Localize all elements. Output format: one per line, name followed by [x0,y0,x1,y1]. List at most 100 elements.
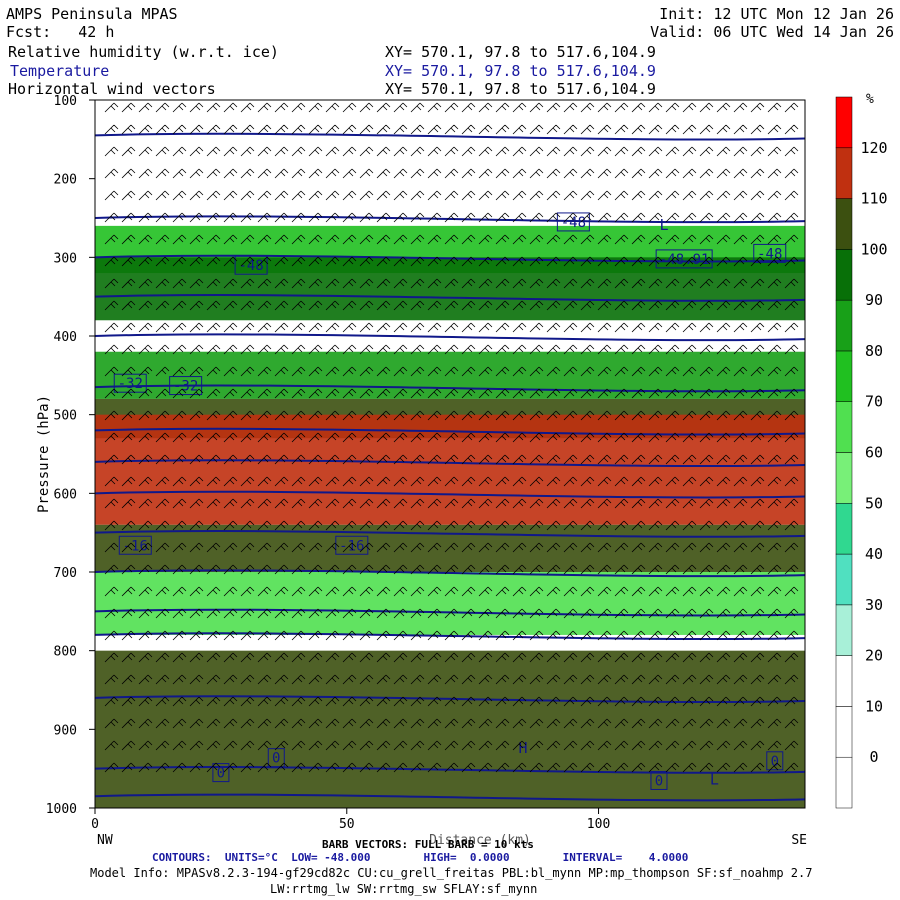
wind-barb-344 [376,278,391,289]
wind-barb-460 [257,344,272,355]
wind-barb-1017 [665,630,680,641]
wind-barb-805 [546,520,561,531]
wind-barb-1054 [597,652,612,663]
wind-barb-450 [784,322,799,333]
wind-barb-744 [206,498,221,509]
wind-barb-886 [529,564,544,575]
wind-barb-161 [750,168,765,179]
wind-barb-1088 [478,674,493,685]
wind-barb-35 [699,102,714,113]
contour-label-3: -48.91 [659,252,710,268]
wind-barb-517 [529,366,544,377]
wind-barb-363 [699,278,714,289]
wind-barb-446 [716,322,731,333]
wind-barb-877 [376,564,391,575]
wind-barb-29 [597,102,612,113]
wind-barb-1224 [699,740,714,751]
wind-barb-618 [155,432,170,443]
wind-barb-182 [410,190,425,201]
wind-barb-1263 [665,762,680,773]
wind-barb-55 [342,124,357,135]
wind-barb-285 [767,234,782,245]
wind-barb-1265 [699,762,714,773]
wind-barb-1064 [767,652,782,663]
wind-barb-845 [529,542,544,553]
wind-barb-190 [546,190,561,201]
wind-barb-1060 [699,652,714,663]
wind-barb-937 [699,586,714,597]
wind-barb-494 [138,366,153,377]
contour-label-10: 0 [655,773,663,789]
plot-frame [94,99,806,809]
wind-barb-430 [444,322,459,333]
wind-barb-627 [308,432,323,443]
wind-barb-755 [393,498,408,509]
wind-barb-1245 [359,762,374,773]
wind-barb-429 [427,322,442,333]
wind-barb-212 [223,212,238,223]
wind-barb-1174 [546,718,561,729]
wind-barb-426 [376,322,391,333]
wind-barb-934 [648,586,663,597]
wind-barb-321 [682,256,697,267]
wind-barb-996 [308,630,323,641]
wind-barb-532 [784,366,799,377]
wind-barb-33 [665,102,680,113]
wind-barb-237 [648,212,663,223]
wind-barb-346 [410,278,425,289]
wind-barb-784 [189,520,204,531]
colorbar-swatch-5 [835,503,853,555]
wind-barb-170 [206,190,221,201]
wind-barb-1255 [529,762,544,773]
wind-barb-658 [138,454,153,465]
wind-barb-316 [597,256,612,267]
wind-barb-800 [461,520,476,531]
wind-barb-132 [257,168,272,179]
wind-barb-376 [223,300,238,311]
wind-barb-929 [563,586,578,597]
colorbar-label-4: 40 [865,545,883,563]
wind-barb-471 [444,344,459,355]
wind-barb-485 [682,344,697,355]
contour-label-box-4 [113,373,147,393]
wind-barb-898 [733,564,748,575]
wind-barb-396 [563,300,578,311]
wind-barb-577 [155,410,170,421]
wind-barb-333 [189,278,204,289]
wind-barb-652 [733,432,748,443]
wind-barb-375 [206,300,221,311]
wind-barb-390 [461,300,476,311]
wind-barb-1225 [716,740,731,751]
wind-barb-1167 [427,718,442,729]
wind-barb-619 [172,432,187,443]
field-xy-temperature: XY= 570.1, 97.8 to 517.6,104.9 [385,62,656,80]
y-tick-label-2: 300 [54,251,77,266]
wind-barb-771 [665,498,680,509]
wind-barb-1197 [240,740,255,751]
wind-barb-292 [189,256,204,267]
wind-barb-1250 [444,762,459,773]
wind-barb-793 [342,520,357,531]
wind-barb-202 [750,190,765,201]
wind-barb-1038 [325,652,340,663]
wind-barb-1132 [529,696,544,707]
extremum-marker-0: L [659,216,668,234]
wind-barb-925 [495,586,510,597]
wind-barb-1123 [376,696,391,707]
wind-barb-391 [478,300,493,311]
wind-barb-109 [563,146,578,157]
wind-barb-42 [121,124,136,135]
wind-barb-136 [325,168,340,179]
wind-barb-717 [444,476,459,487]
wind-barb-728 [631,476,646,487]
wind-barb-930 [580,586,595,597]
wind-barb-82 [104,146,119,157]
wind-barb-1117 [274,696,289,707]
contour-label-0: -48 [561,215,586,231]
wind-barb-1070 [172,674,187,685]
wind-barb-869 [240,564,255,575]
wind-barb-469 [410,344,425,355]
wind-barb-1050 [529,652,544,663]
contour-legend: CONTOURS: UNITS=°C LOW= -48.000 HIGH= 0.… [152,851,689,864]
wind-barb-306 [427,256,442,267]
